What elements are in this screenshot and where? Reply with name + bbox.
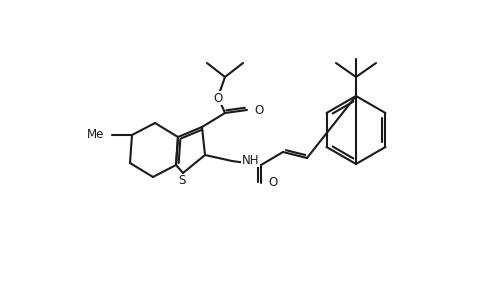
Text: O: O <box>214 91 222 105</box>
Text: O: O <box>254 103 263 117</box>
Text: NH: NH <box>242 154 260 166</box>
Text: S: S <box>178 174 186 188</box>
Text: Me: Me <box>86 129 104 141</box>
Text: O: O <box>268 176 277 190</box>
